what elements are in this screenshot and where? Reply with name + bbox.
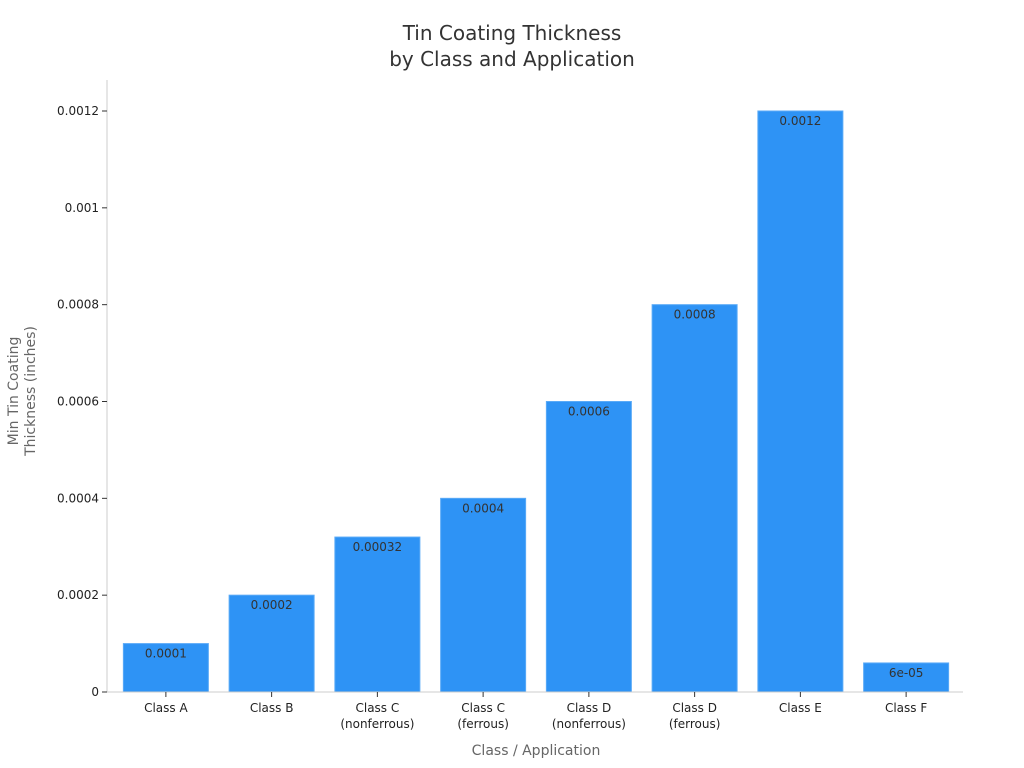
bar bbox=[545, 401, 632, 693]
bar bbox=[757, 110, 844, 693]
x-tick-label: (nonferrous) bbox=[340, 717, 414, 731]
x-tick-label: Class B bbox=[250, 701, 294, 715]
x-tick-label: Class C bbox=[355, 701, 399, 715]
x-tick-label: (ferrous) bbox=[669, 717, 721, 731]
chart-title-line-2: by Class and Application bbox=[389, 47, 635, 71]
bar-value-label: 0.0004 bbox=[462, 501, 504, 515]
x-axis: Class A Class B Class C (nonferrous) Class C… bbox=[107, 691, 963, 731]
chart-title-line-1: Tin Coating Thickness bbox=[402, 21, 622, 45]
bar-value-label: 0.0012 bbox=[779, 114, 821, 128]
x-tick-label: Class F bbox=[885, 701, 927, 715]
x-tick-label: (nonferrous) bbox=[552, 717, 626, 731]
bar-value-label: 0.0001 bbox=[145, 647, 187, 661]
y-tick-label: 0.0006 bbox=[57, 395, 99, 409]
bar-value-label: 0.0002 bbox=[251, 598, 293, 612]
bar-value-label: 0.0006 bbox=[568, 405, 610, 419]
y-tick-label: 0.0002 bbox=[57, 588, 99, 602]
y-tick-label: 0 bbox=[91, 685, 99, 699]
y-tick-label: 0.001 bbox=[65, 201, 99, 215]
x-axis-title: Class / Application bbox=[472, 743, 601, 759]
y-axis-title-line-1: Min Tin Coating bbox=[6, 337, 22, 446]
bars-group: 0.0001 0.0002 0.00032 0.0004 0.0006 0.0008 0.0… bbox=[122, 110, 950, 693]
bar-value-label: 6e-05 bbox=[889, 666, 924, 680]
chart-title: Tin Coating Thickness by Class and Appli… bbox=[389, 21, 635, 71]
x-tick-label: Class A bbox=[144, 701, 188, 715]
x-tick-label: Class D bbox=[672, 701, 717, 715]
x-tick-label: Class D bbox=[567, 701, 612, 715]
y-axis-title-line-2: Thickness (inches) bbox=[23, 326, 39, 457]
bar bbox=[651, 304, 738, 693]
x-tick-label: Class C bbox=[461, 701, 505, 715]
y-tick-label: 0.0008 bbox=[57, 298, 99, 312]
x-tick-label: (ferrous) bbox=[457, 717, 509, 731]
bar bbox=[122, 643, 209, 693]
bar-value-label: 0.0008 bbox=[674, 308, 716, 322]
y-axis: 0 0.0002 0.0004 0.0006 0.0008 0.001 0.0012 bbox=[57, 80, 108, 699]
bar-value-label: 0.00032 bbox=[353, 540, 403, 554]
bar bbox=[440, 497, 527, 693]
bar bbox=[228, 594, 315, 693]
bar bbox=[334, 536, 421, 693]
y-axis-title: Min Tin Coating Thickness (inches) bbox=[6, 326, 39, 457]
x-tick-label: Class E bbox=[779, 701, 822, 715]
y-tick-label: 0.0012 bbox=[57, 104, 99, 118]
y-tick-label: 0.0004 bbox=[57, 491, 99, 505]
